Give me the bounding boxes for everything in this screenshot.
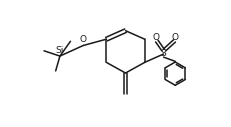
Text: Si: Si <box>55 46 64 55</box>
Text: O: O <box>152 33 159 42</box>
Text: O: O <box>79 35 86 44</box>
Text: S: S <box>160 50 166 58</box>
Text: O: O <box>171 33 178 42</box>
